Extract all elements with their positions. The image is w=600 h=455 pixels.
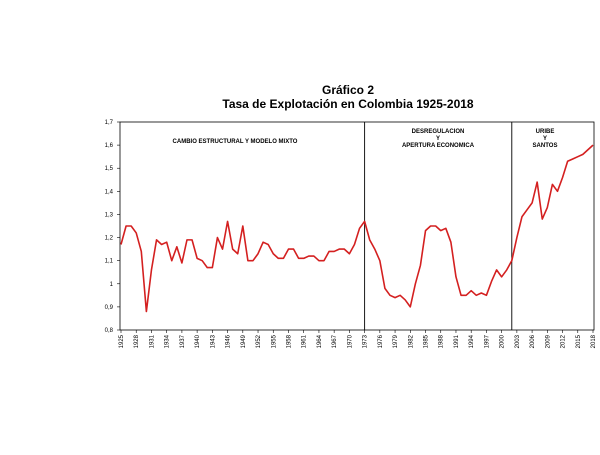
plot-frame (119, 121, 595, 331)
x-tick-label: 1976 (378, 334, 384, 348)
y-tick-label: 1,2 (105, 236, 114, 242)
x-tick-label: 2003 (515, 334, 521, 348)
y-tick-label: 1,3 (105, 212, 114, 218)
x-tick-label: 1937 (180, 334, 186, 348)
x-tick-label: 1952 (256, 334, 262, 348)
period-label: URIBE (536, 129, 555, 135)
x-tick-label: 1967 (332, 334, 338, 348)
x-tick-label: 1955 (271, 334, 277, 348)
x-tick-label: 1928 (134, 334, 140, 348)
period-label: CAMBIO ESTRUCTURAL Y MODELO MIXTO (173, 139, 298, 145)
y-tick-label: 1 (110, 282, 114, 288)
y-tick-label: 1,5 (105, 166, 114, 172)
x-tick-label: 1931 (149, 334, 155, 348)
x-tick-label: 1991 (454, 334, 460, 348)
chart-subtitle: Tasa de Explotación en Colombia 1925-201… (222, 97, 474, 111)
x-tick-label: 1949 (241, 334, 247, 348)
period-label: Y (436, 136, 440, 142)
period-label: Y (543, 136, 547, 142)
x-tick-label: 2006 (530, 334, 536, 348)
x-tick-label: 1973 (363, 334, 369, 348)
x-tick-label: 1961 (302, 334, 308, 348)
series-line (120, 144, 594, 313)
x-tick-label: 1997 (484, 334, 490, 348)
period-label: DESREGULACION (412, 129, 465, 135)
y-tick-label: 1,7 (105, 120, 114, 126)
x-tick-label: 1994 (469, 334, 475, 348)
x-tick-label: 1988 (439, 334, 445, 348)
x-tick-label: 1979 (393, 334, 399, 348)
x-tick-label: 2018 (591, 334, 597, 348)
x-tick-label: 1946 (226, 334, 232, 348)
y-tick-label: 0,9 (105, 305, 114, 311)
x-tick-label: 1958 (286, 334, 292, 348)
x-tick-label: 1934 (165, 334, 171, 348)
y-tick-label: 1,6 (105, 143, 114, 149)
x-tick-label: 1970 (347, 334, 353, 348)
x-tick-label: 1964 (317, 334, 323, 348)
x-tick-label: 2012 (561, 334, 567, 348)
x-tick-label: 2009 (545, 334, 551, 348)
y-tick-label: 1,4 (105, 189, 114, 195)
y-tick-label: 0,8 (105, 328, 114, 334)
period-label: SANTOS (533, 143, 558, 149)
x-tick-label: 2015 (576, 334, 582, 348)
x-tick-label: 1985 (424, 334, 430, 348)
x-tick-label: 1925 (119, 334, 125, 348)
y-tick-label: 1,1 (105, 259, 114, 265)
x-tick-label: 1943 (210, 334, 216, 348)
period-label: APERTURA ECONOMICA (402, 143, 475, 149)
x-tick-label: 1982 (408, 334, 414, 348)
x-tick-label: 2000 (500, 334, 506, 348)
x-tick-label: 1940 (195, 334, 201, 348)
chart-title: Gráfico 2 (322, 83, 374, 97)
